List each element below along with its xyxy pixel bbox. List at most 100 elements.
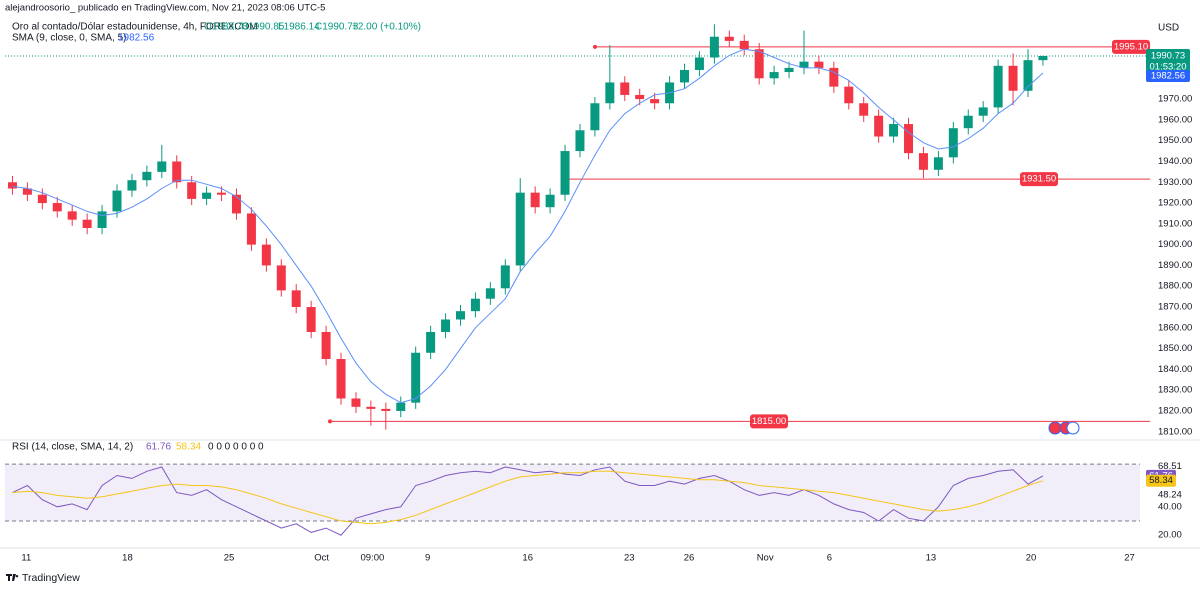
candle-body (411, 352, 421, 403)
candle-body (963, 115, 973, 129)
brand: TradingView (22, 572, 80, 584)
last-price-badge (1146, 48, 1190, 75)
candle-body (694, 57, 704, 70)
candle-body (799, 61, 809, 68)
candle-body (127, 180, 137, 191)
rsi-legend-value: 61.76 (146, 442, 171, 453)
sma-legend-value: 1982.56 (118, 33, 155, 44)
candle-body (291, 290, 301, 308)
candle-body (172, 161, 182, 183)
candle-body (739, 40, 749, 50)
candle-body (709, 36, 719, 58)
y-tick-label: 1920.00 (1158, 198, 1192, 209)
sma-badge-label: 1982.56 (1151, 71, 1185, 82)
candle-body (455, 311, 465, 320)
sma-legend: SMA (9, close, 0, SMA, 5) (12, 33, 126, 44)
y-tick-label: 1880.00 (1158, 281, 1192, 292)
candle-body (261, 244, 271, 266)
publisher: alejandroosorio_ publicado en TradingVie… (5, 3, 325, 14)
y-tick-label: 1960.00 (1158, 114, 1192, 125)
candle-body (82, 219, 92, 228)
y-tick-label: 1930.00 (1158, 177, 1192, 188)
candle-body (530, 192, 540, 208)
last-price-label: 1990.73 (1151, 51, 1185, 62)
level-badge (1020, 172, 1058, 187)
x-tick-label: 26 (684, 553, 695, 564)
candle-body (1038, 55, 1048, 61)
rsi-band (5, 464, 1140, 521)
y-tick-label: 1900.00 (1158, 239, 1192, 250)
ohlc-value: L1986.14 (278, 22, 320, 33)
candle-body (993, 65, 1003, 108)
candle-body (784, 67, 794, 73)
candle-body (680, 69, 690, 83)
candle-body (22, 188, 32, 195)
candle-body (724, 36, 734, 41)
y-tick-label: 1950.00 (1158, 135, 1192, 146)
currency: USD (1158, 23, 1179, 34)
candle-body (485, 288, 495, 299)
level-label: 1995.10 (1114, 41, 1148, 52)
rsi-legend: RSI (14, close, SMA, 14, 2) (12, 442, 133, 453)
x-tick-label: 27 (1124, 553, 1135, 564)
level-badge (1112, 39, 1150, 54)
candle-body (246, 213, 256, 245)
level-anchor (593, 44, 597, 49)
rsi-extra: 0 0 0 0 0 0 0 (208, 442, 264, 453)
rsi-line (12, 470, 1044, 525)
candle-body (351, 398, 361, 407)
candle-body (754, 49, 764, 79)
x-tick-label: 18 (122, 553, 133, 564)
candle-body (545, 194, 555, 208)
rsi-legend-value: 58.34 (176, 442, 201, 453)
candles (7, 24, 1048, 430)
candle-body (441, 319, 451, 332)
y-tick-label: 1860.00 (1158, 322, 1192, 333)
x-tick-label: 25 (224, 553, 235, 564)
y-tick-label: 1830.00 (1158, 385, 1192, 396)
y-tick-label: 1850.00 (1158, 343, 1192, 354)
candle-body (276, 265, 286, 291)
candle-body (769, 72, 779, 79)
candle-body (1008, 65, 1018, 91)
candle-body (37, 194, 47, 204)
candle-body (1023, 60, 1033, 91)
candle-body (859, 103, 869, 116)
candle-body (187, 182, 197, 199)
candle-body (336, 358, 346, 399)
x-tick-label: Nov (757, 553, 774, 564)
candle-body (321, 331, 331, 359)
x-tick-label: 16 (522, 553, 533, 564)
candle-body (948, 128, 958, 158)
candle-body (217, 192, 227, 195)
candle-body (67, 211, 77, 220)
candle-body (918, 153, 928, 170)
candle-body (978, 107, 988, 116)
candle-body (500, 265, 510, 289)
rsi-badge (1146, 474, 1176, 487)
sma-badge (1146, 69, 1190, 82)
y-tick-label: 1820.00 (1158, 405, 1192, 416)
candle-body (515, 192, 525, 266)
candle-body (889, 124, 899, 137)
candle-body (933, 157, 943, 170)
x-tick-label: 6 (827, 553, 832, 564)
candle-body (426, 331, 436, 353)
ohlc-value: H1990.85 (241, 22, 285, 33)
candle-body (560, 151, 570, 195)
candle-body (381, 408, 391, 411)
y-tick-label: 1870.00 (1158, 302, 1192, 313)
y-tick-label: 1910.00 (1158, 218, 1192, 229)
level-anchor (328, 419, 332, 424)
candle-body (97, 211, 107, 228)
event-icons (1048, 421, 1080, 435)
rsi-tick-label: 48.24 (1158, 490, 1182, 501)
candle-body (590, 103, 600, 131)
y-tick-label: 1890.00 (1158, 260, 1192, 271)
candle-body (874, 115, 884, 137)
rsi-badge-label: 58.34 (1149, 475, 1173, 486)
x-tick-label: 11 (21, 553, 31, 564)
x-tick-label: 9 (425, 553, 430, 564)
